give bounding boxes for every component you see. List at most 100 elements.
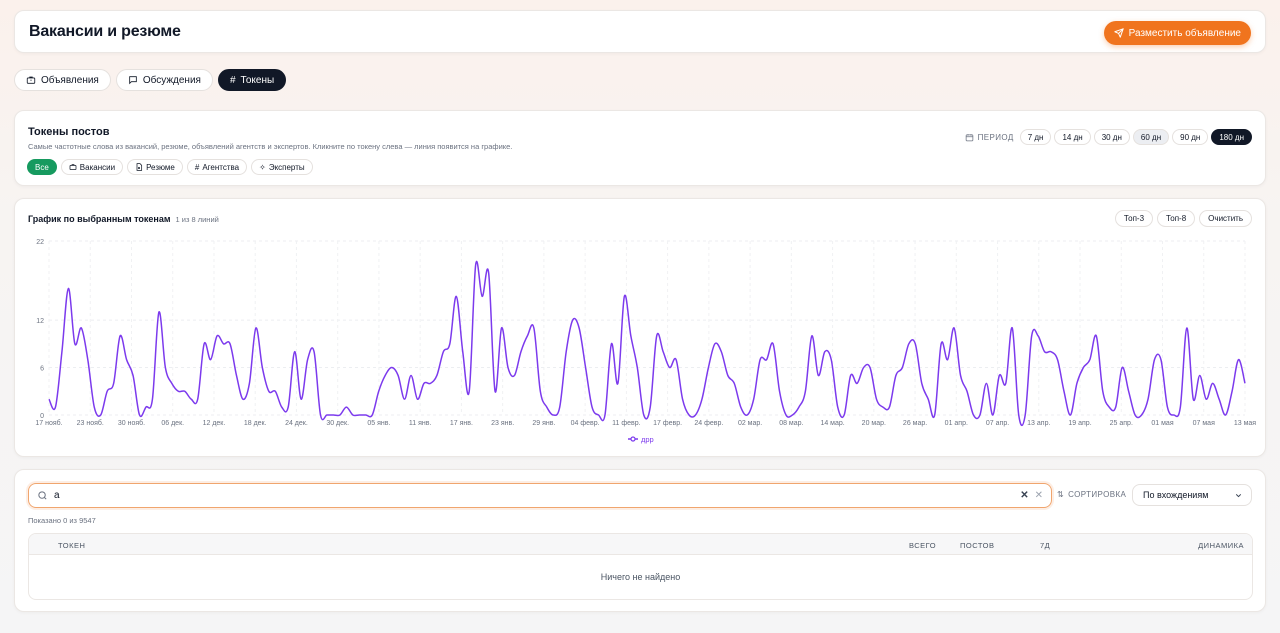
- filter-vacancies[interactable]: Вакансии: [60, 159, 124, 175]
- period-selector: ПЕРИОД 7 дн 14 дн 30 дн 60 дн 90 дн 180 …: [965, 129, 1252, 145]
- tab-discussions-label: Обсуждения: [142, 74, 201, 86]
- x-tick-label: 01 мая: [1151, 420, 1173, 427]
- tab-tokens[interactable]: # Токены: [217, 69, 287, 91]
- period-7[interactable]: 7 дн: [1019, 129, 1052, 145]
- chart-title-text: График по выбранным токенам: [28, 214, 171, 224]
- sort-icon: ⇅: [1057, 490, 1065, 499]
- col-token[interactable]: ТОКЕН: [58, 541, 86, 550]
- period-label-text: ПЕРИОД: [977, 132, 1014, 142]
- document-icon: [136, 163, 143, 171]
- filter-experts[interactable]: ✧ Эксперты: [251, 159, 313, 175]
- chat-icon: [129, 76, 137, 85]
- y-tick-label: 22: [36, 239, 44, 246]
- post-ad-label: Разместить объявление: [1128, 27, 1241, 39]
- col-7d[interactable]: 7Д: [1040, 541, 1051, 550]
- x-tick-label: 11 февр.: [612, 420, 640, 427]
- filter-experts-label: Эксперты: [268, 162, 305, 172]
- filter-resumes-label: Резюме: [146, 162, 175, 172]
- empty-state: Ничего не найдено: [600, 572, 681, 582]
- chart-actions: Топ-3 Топ-8 Очистить: [1114, 210, 1252, 227]
- x-tick-label: 25 апр.: [1110, 420, 1133, 427]
- filter-resumes[interactable]: Резюме: [127, 159, 183, 175]
- tab-discussions[interactable]: Обсуждения: [115, 69, 213, 91]
- results-count: Показано 0 из 9547: [28, 516, 96, 525]
- top8-button[interactable]: Топ-8: [1157, 210, 1196, 227]
- tokens-panel: Токены постов Самые частотные слова из в…: [14, 110, 1266, 186]
- source-filters: Все Вакансии Резюме # Агентства ✧ Экспер…: [27, 159, 313, 175]
- period-14[interactable]: 14 дн: [1054, 129, 1091, 145]
- x-tick-label: 20 мар.: [862, 420, 886, 427]
- filter-agencies[interactable]: # Агентства: [186, 159, 248, 175]
- table-header: ТОКЕН ВСЕГО ПОСТОВ 7Д ДИНАМИКА: [29, 534, 1252, 555]
- post-ad-button[interactable]: Разместить объявление: [1103, 21, 1251, 45]
- x-tick-label: 13 апр.: [1027, 420, 1050, 427]
- x-tick-label: 17 февр.: [653, 420, 682, 427]
- x-tick-label: 07 апр.: [986, 420, 1009, 427]
- period-30[interactable]: 30 дн: [1093, 129, 1130, 145]
- close-icon[interactable]: ✕: [1034, 490, 1043, 501]
- chart-line-count: 1 из 8 линий: [175, 215, 219, 224]
- x-tick-label: 04 февр.: [571, 420, 600, 427]
- tokens-subtitle: Самые частотные слова из вакансий, резюм…: [28, 142, 513, 151]
- sort-label: ⇅ СОРТИРОВКА: [1057, 490, 1126, 499]
- chart-title: График по выбранным токенам 1 из 8 линий: [28, 214, 219, 224]
- x-tick-label: 29 янв.: [532, 420, 555, 427]
- x-tick-label: 05 янв.: [367, 420, 390, 427]
- clear-search-icon[interactable]: ✕: [1020, 490, 1029, 501]
- search-input[interactable]: [54, 490, 1015, 501]
- tab-tokens-label: Токены: [240, 74, 275, 86]
- page-title: Вакансии и резюме: [29, 23, 181, 40]
- sort-select[interactable]: По вхождениям: [1132, 484, 1252, 506]
- legend-label: дрр: [641, 435, 654, 444]
- send-icon: [1114, 28, 1124, 38]
- y-tick-label: 0: [40, 413, 44, 420]
- x-tick-label: 17 янв.: [450, 420, 473, 427]
- x-tick-label: 24 дек.: [285, 420, 308, 427]
- period-label: ПЕРИОД: [965, 133, 1014, 142]
- col-dynamics[interactable]: ДИНАМИКА: [1198, 541, 1244, 550]
- briefcase-icon: [26, 76, 36, 84]
- chart-panel: 0 6 12 22 17 нояб. 23 нояб. 30 нояб. 06 дек. 12 …: [14, 198, 1266, 457]
- token-table: ТОКЕН ВСЕГО ПОСТОВ 7Д ДИНАМИКА Ничего не…: [28, 533, 1253, 600]
- chevron-down-icon: [1235, 493, 1242, 497]
- x-tick-label: 26 мар.: [903, 420, 927, 427]
- calendar-icon: [965, 133, 973, 141]
- token-chart: 0 6 12 22 17 нояб. 23 нояб. 30 нояб. 06 дек. 12 …: [35, 239, 1256, 444]
- filter-all-label: Все: [35, 162, 49, 172]
- x-tick-label: 11 янв.: [409, 420, 432, 427]
- x-tick-label: 19 апр.: [1068, 420, 1091, 427]
- period-60[interactable]: 60 дн: [1132, 129, 1170, 145]
- search-box: ✕ ✕: [28, 483, 1052, 508]
- tab-ads[interactable]: Объявления: [14, 69, 111, 91]
- legend-marker: [630, 436, 636, 442]
- period-90[interactable]: 90 дн: [1172, 129, 1209, 145]
- briefcase-icon: [69, 164, 77, 171]
- x-tick-label: 07 мая: [1193, 420, 1215, 427]
- top3-button[interactable]: Топ-3: [1114, 210, 1154, 227]
- filter-all[interactable]: Все: [27, 159, 57, 175]
- filter-agencies-label: Агентства: [202, 162, 240, 172]
- x-tick-label: 06 дек.: [161, 420, 184, 427]
- search-icon: [38, 491, 47, 500]
- x-tick-label: 14 мар.: [820, 420, 844, 427]
- x-tick-label: 30 дек.: [326, 420, 349, 427]
- x-tick-label: 13 мая: [1234, 420, 1256, 427]
- x-tick-label: 17 нояб.: [35, 419, 62, 427]
- x-tick-label: 23 янв.: [491, 420, 514, 427]
- sort-label-text: СОРТИРОВКА: [1068, 490, 1127, 499]
- main-tabs: Объявления Обсуждения # Токены: [14, 69, 287, 91]
- series-line: [48, 260, 1246, 427]
- col-posts[interactable]: ПОСТОВ: [960, 541, 995, 550]
- period-180[interactable]: 180 дн: [1211, 129, 1252, 145]
- token-list-panel: ✕ ✕ ⇅ СОРТИРОВКА По вхождениям Показано …: [14, 469, 1266, 612]
- x-tick-label: 24 февр.: [694, 420, 723, 427]
- filter-vacancies-label: Вакансии: [79, 162, 116, 172]
- x-tick-label: 08 мар.: [779, 420, 803, 427]
- x-tick-label: 12 дек.: [203, 420, 226, 427]
- col-total[interactable]: ВСЕГО: [909, 541, 937, 550]
- sort-select-value: По вхождениям: [1143, 490, 1209, 500]
- x-tick-label: 23 нояб.: [77, 419, 104, 427]
- sparkle-icon: ✧: [259, 162, 266, 172]
- x-tick-label: 30 нояб.: [118, 419, 145, 427]
- clear-chart-button[interactable]: Очистить: [1199, 210, 1252, 227]
